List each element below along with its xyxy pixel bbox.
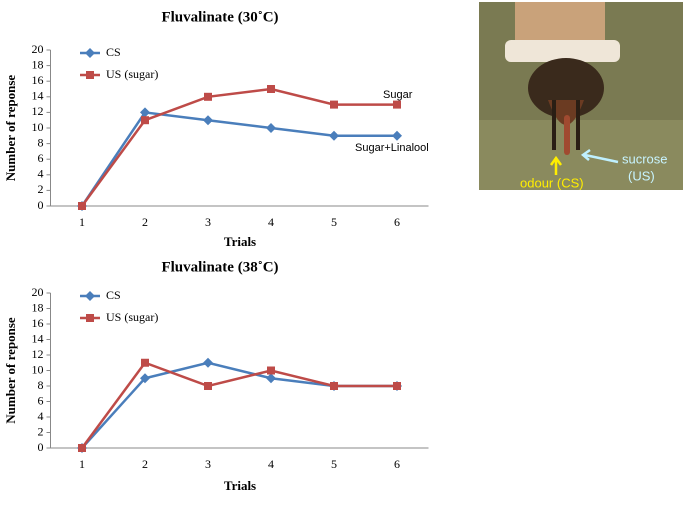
photo-shade xyxy=(479,120,683,190)
y-tick-label: 6 xyxy=(38,393,44,407)
legend-marker xyxy=(85,291,95,301)
marker xyxy=(329,130,339,141)
series-line xyxy=(80,87,397,207)
marker xyxy=(141,116,149,125)
y-tick-label: 4 xyxy=(38,167,44,181)
y-tick-label: 16 xyxy=(32,316,44,330)
antenna xyxy=(552,100,556,150)
x-tick-label: 2 xyxy=(142,215,148,229)
y-tick-label: 10 xyxy=(32,120,44,134)
series-line xyxy=(80,111,397,207)
tube-band xyxy=(505,40,620,62)
marker xyxy=(267,85,275,93)
y-tick-label: 14 xyxy=(32,89,44,103)
y-tick-label: 4 xyxy=(38,409,44,423)
y-tick-label: 2 xyxy=(38,182,44,196)
marker xyxy=(141,358,149,367)
x-tick-label: 5 xyxy=(331,215,337,229)
y-axis-label: Number of reponse xyxy=(3,317,18,424)
marker xyxy=(267,366,275,375)
marker xyxy=(392,130,402,141)
marker xyxy=(204,382,212,390)
x-tick-label: 6 xyxy=(394,215,400,229)
bee-head xyxy=(528,58,604,118)
legend-label: US (sugar) xyxy=(106,67,158,81)
marker xyxy=(266,373,276,384)
photo-label: odour (CS) xyxy=(520,175,584,190)
arrow xyxy=(549,155,563,175)
y-tick-label: 0 xyxy=(38,198,44,212)
y-tick-label: 12 xyxy=(32,347,44,361)
proboscis xyxy=(564,115,570,155)
y-tick-label: 0 xyxy=(38,440,44,454)
marker xyxy=(78,444,86,452)
legend-label: US (sugar) xyxy=(106,310,158,324)
marker xyxy=(266,123,276,133)
x-axis-label: Trials xyxy=(224,234,256,249)
legend-marker xyxy=(85,48,95,58)
chart-title: Fluvalinate (30˚C) xyxy=(161,9,278,25)
marker xyxy=(140,107,150,118)
y-tick-label: 6 xyxy=(38,151,44,165)
marker xyxy=(204,92,212,101)
x-tick-label: 1 xyxy=(79,215,85,229)
x-tick-label: 4 xyxy=(268,457,274,471)
marker xyxy=(393,382,401,390)
marker xyxy=(140,373,150,384)
x-tick-label: 1 xyxy=(79,457,85,471)
photo-label: sucrose xyxy=(622,151,668,166)
legend-label: CS xyxy=(106,288,121,302)
photo-label: (US) xyxy=(628,168,655,183)
x-axis-label: Trials xyxy=(224,478,256,493)
legend-marker xyxy=(86,314,94,322)
y-tick-label: 14 xyxy=(32,331,44,345)
marker xyxy=(78,202,86,210)
y-tick-label: 18 xyxy=(32,300,44,314)
x-tick-label: 5 xyxy=(331,457,337,471)
y-tick-label: 8 xyxy=(38,378,44,392)
arrow xyxy=(580,148,619,164)
marker xyxy=(330,100,338,109)
y-axis-label: Number of reponse xyxy=(3,75,18,182)
series-line xyxy=(80,361,397,449)
y-tick-label: 16 xyxy=(32,73,44,87)
antenna xyxy=(576,100,580,150)
legend-label: CS xyxy=(106,45,121,59)
x-tick-label: 2 xyxy=(142,457,148,471)
bee-body xyxy=(515,2,605,47)
marker xyxy=(203,357,213,368)
marker xyxy=(330,382,338,390)
photo: sucrose (US) odour (CS) xyxy=(479,2,683,190)
marker xyxy=(393,100,401,109)
legend-marker xyxy=(86,71,94,79)
x-tick-label: 4 xyxy=(268,215,274,229)
y-tick-label: 20 xyxy=(32,285,44,299)
annotation: Sugar xyxy=(383,89,413,101)
marker xyxy=(203,115,213,126)
y-tick-label: 2 xyxy=(38,424,44,438)
y-tick-label: 20 xyxy=(32,42,44,56)
bee-mouth xyxy=(548,100,584,125)
annotation: Sugar+Linalool xyxy=(355,142,429,154)
y-tick-label: 8 xyxy=(38,135,44,149)
series-line xyxy=(81,361,397,449)
x-tick-label: 6 xyxy=(394,457,400,471)
y-tick-label: 12 xyxy=(32,104,44,118)
x-tick-label: 3 xyxy=(205,457,211,471)
x-tick-label: 3 xyxy=(205,215,211,229)
y-tick-label: 18 xyxy=(32,57,44,71)
y-tick-label: 10 xyxy=(32,362,44,376)
chart-title: Fluvalinate (38˚C) xyxy=(161,259,278,275)
